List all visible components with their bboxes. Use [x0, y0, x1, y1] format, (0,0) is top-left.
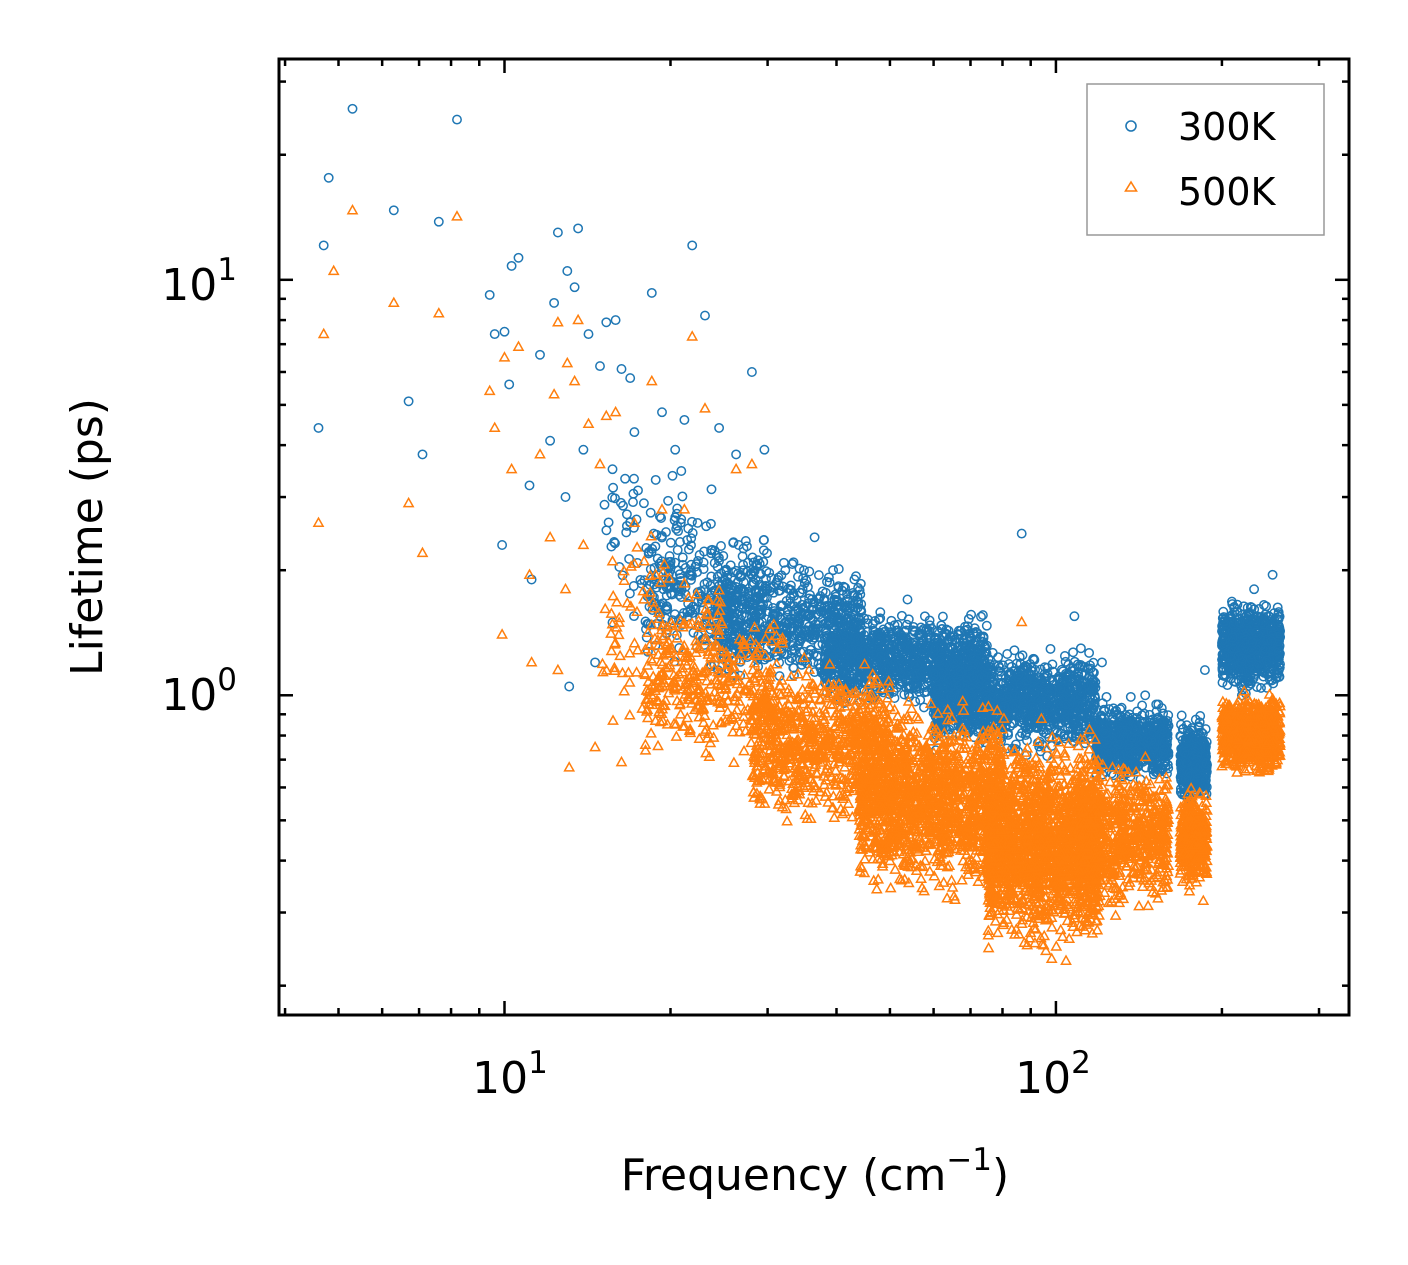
point-300k [728, 537, 739, 548]
point-300k [705, 518, 716, 529]
point-300k [641, 632, 652, 643]
point-300k [603, 517, 614, 528]
point-300k [709, 545, 720, 556]
point-300k [677, 491, 688, 502]
point-300k [629, 473, 639, 484]
point-300k [896, 610, 907, 621]
point-300k [713, 552, 724, 563]
point-300k [675, 537, 685, 547]
point-300k [667, 470, 678, 481]
point-300k [758, 545, 769, 556]
point-300k [751, 560, 762, 571]
point-300k [1101, 691, 1112, 702]
point-300k [665, 537, 676, 548]
point-300k [1068, 647, 1079, 658]
point-300k [686, 533, 697, 544]
point-300k [993, 652, 1004, 663]
point-300k [645, 507, 656, 518]
point-300k [672, 545, 683, 555]
point-300k [743, 557, 753, 568]
point-300k [741, 541, 752, 552]
point-300k [738, 619, 749, 630]
point-300k [981, 620, 992, 631]
point-300k [621, 509, 632, 520]
point-300k [624, 588, 635, 599]
point-300k [1176, 710, 1187, 721]
point-300k [698, 557, 709, 568]
point-300k [624, 553, 635, 564]
point-300k [1002, 649, 1013, 659]
point-300k [676, 466, 687, 476]
point-300k [601, 525, 612, 536]
point-300k [665, 560, 676, 571]
point-300k [664, 551, 675, 562]
point-300k [706, 571, 717, 582]
point-300k [610, 538, 620, 549]
point-300k [813, 570, 824, 581]
point-300k [663, 495, 674, 506]
point-300k [1137, 700, 1148, 711]
point-300k [656, 513, 667, 523]
point-300k [608, 482, 619, 493]
point-300k [758, 535, 769, 546]
point-300k [671, 508, 682, 519]
point-300k [823, 572, 834, 583]
point-300k [640, 616, 651, 627]
point-300k [714, 556, 724, 566]
point-300k [599, 499, 610, 510]
point-300k [676, 580, 687, 591]
point-300k [671, 523, 682, 534]
point-300k [618, 500, 628, 511]
point-300k [1125, 691, 1136, 702]
point-300k [1045, 643, 1056, 654]
point-300k [615, 497, 626, 508]
point-300k [667, 615, 678, 626]
point-300k [641, 543, 652, 553]
point-300k [833, 564, 844, 574]
point-300k [694, 550, 705, 560]
series-layer [312, 103, 1286, 965]
point-300k [633, 485, 643, 496]
point-300k [661, 590, 672, 601]
point-300k [687, 528, 698, 538]
point-300k [937, 611, 948, 622]
point-300k [685, 604, 696, 615]
point-300k [706, 484, 717, 495]
point-300k [716, 541, 726, 551]
point-300k [670, 557, 681, 568]
point-300k [677, 552, 688, 563]
point-300k [621, 527, 632, 538]
point-300k [662, 601, 673, 612]
point-300k [1059, 651, 1070, 661]
point-300k [701, 521, 712, 532]
point-300k [737, 551, 748, 562]
point-300k [628, 497, 638, 508]
point-300k [607, 492, 618, 503]
point-300k [620, 473, 631, 484]
point-300k [672, 503, 683, 514]
point-300k [663, 570, 674, 580]
point-300k [1084, 647, 1095, 658]
point-300k [712, 561, 723, 572]
point-300k [828, 565, 839, 576]
point-300k [656, 532, 667, 543]
point-300k [684, 569, 695, 580]
point-300k [762, 548, 772, 559]
point-300k [1075, 643, 1086, 654]
point-300k [628, 522, 639, 533]
